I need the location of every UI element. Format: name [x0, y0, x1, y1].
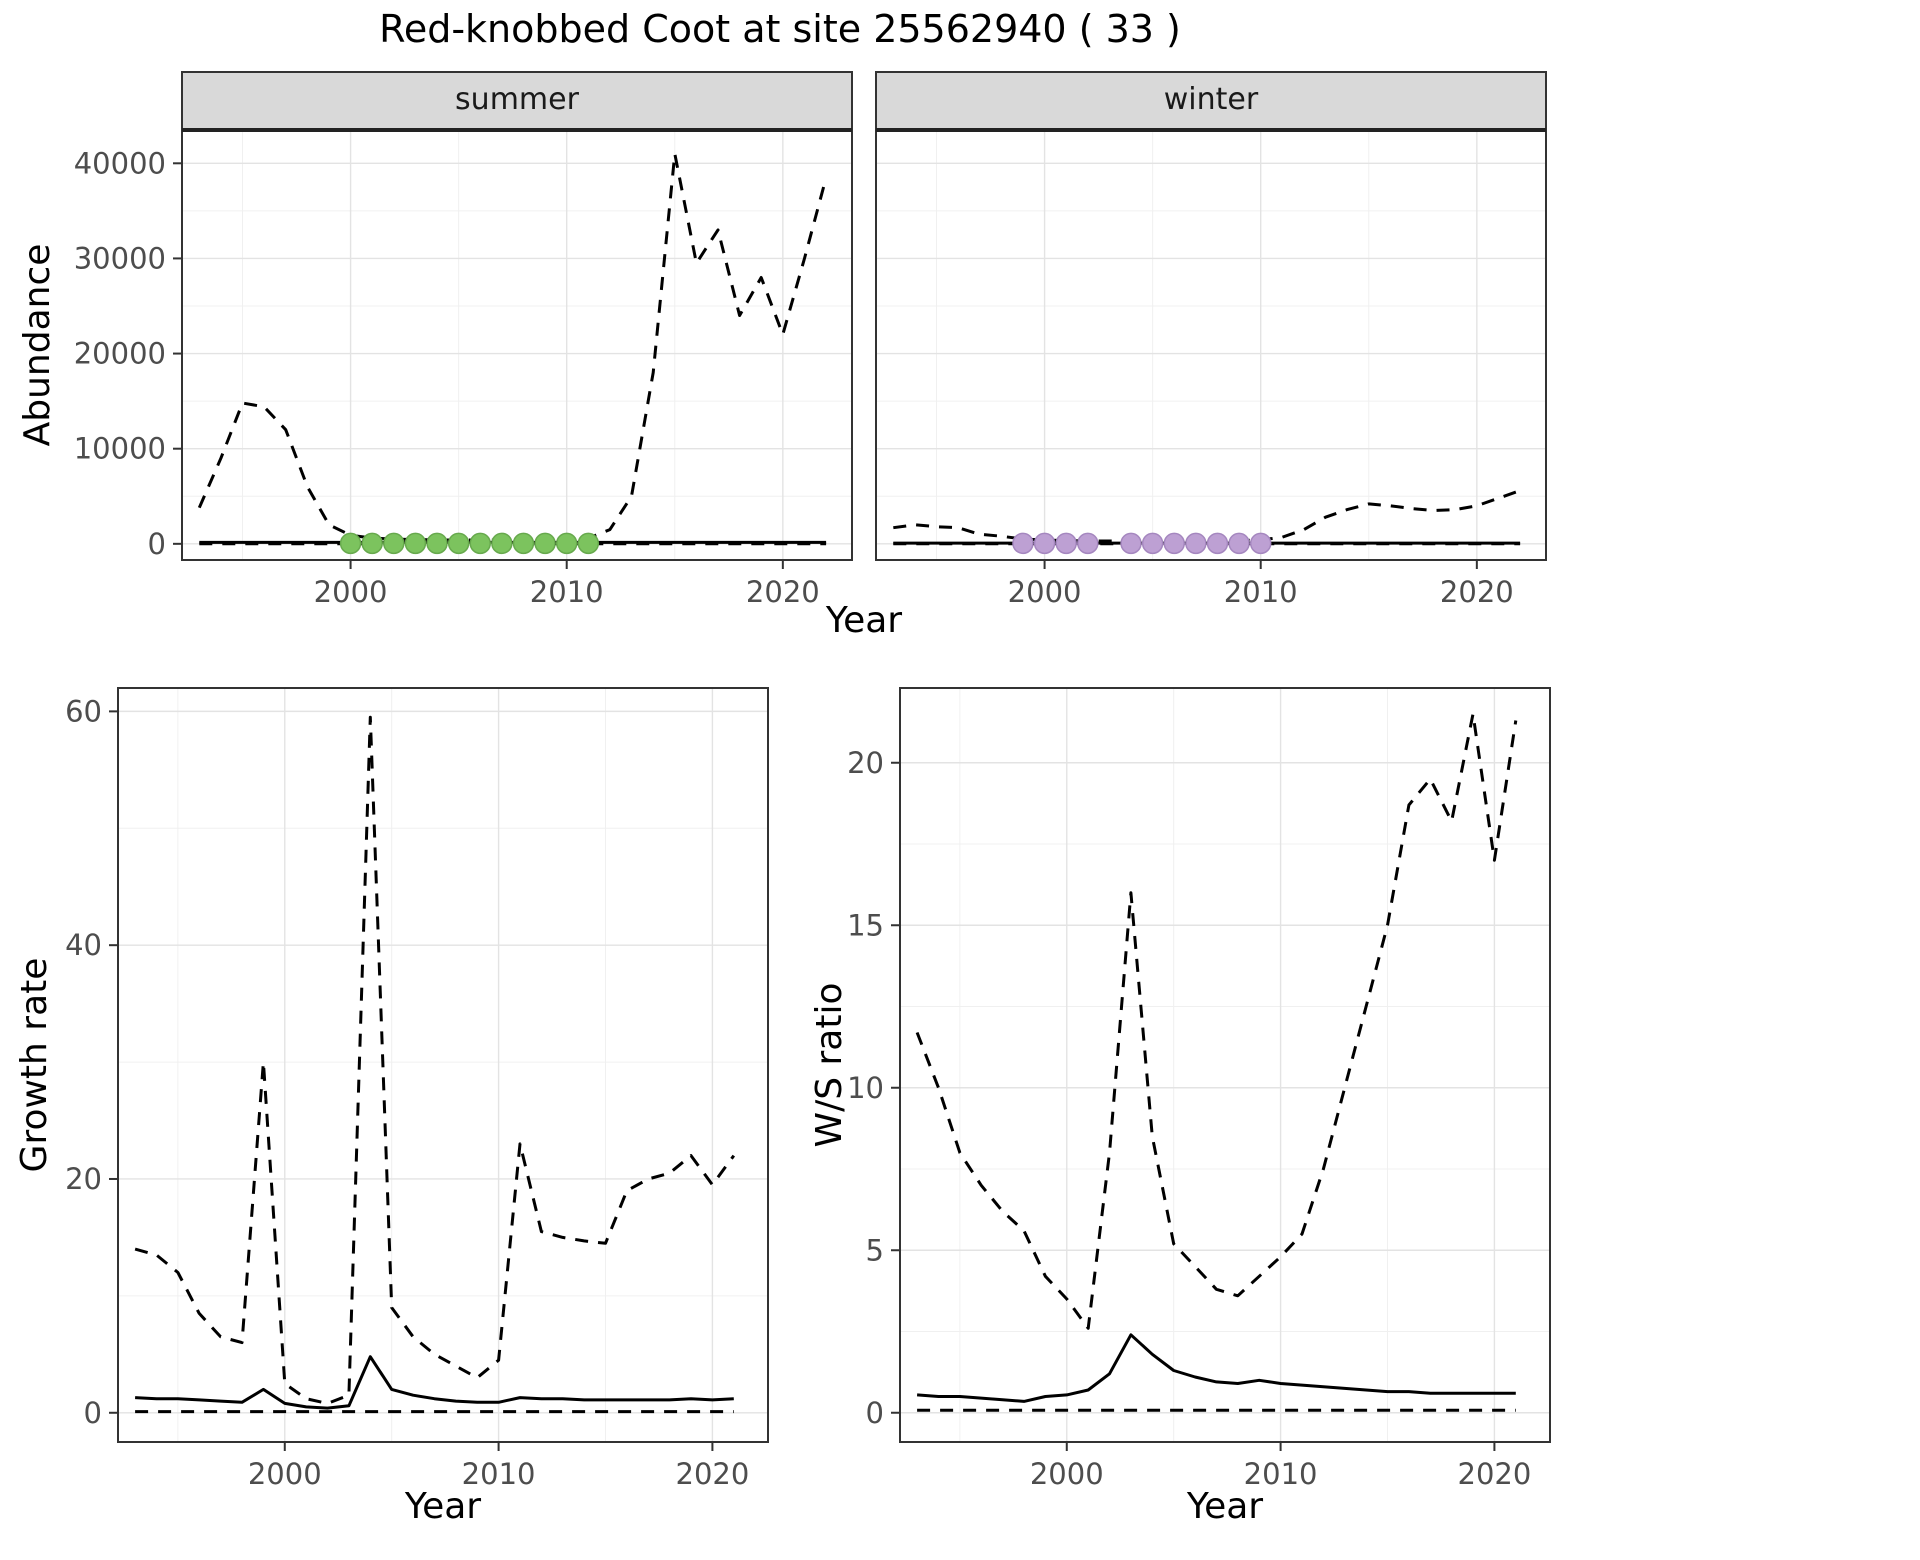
summer-observed-point — [512, 532, 535, 555]
y-tick-label: 10 — [847, 1071, 884, 1105]
chart-title: Red-knobbed Coot at site 25562940 ( 33 ) — [379, 7, 1181, 51]
winter-observed-point — [1163, 532, 1186, 555]
x-axis-title-year-ws: Year — [1186, 1486, 1264, 1527]
x-tick-label: 2010 — [1224, 575, 1298, 609]
abundance-summer-facet-strip — [181, 71, 853, 131]
winter-observed-point — [1228, 532, 1250, 555]
summer-observed-point — [339, 532, 362, 555]
summer-observed-point — [534, 532, 556, 555]
summer-observed-point — [447, 532, 470, 555]
x-tick-label: 2010 — [530, 575, 604, 609]
summer-observed-point — [426, 532, 448, 555]
x-tick-label: 2000 — [248, 1457, 322, 1491]
x-tick-label: 2020 — [1458, 1457, 1532, 1491]
y-tick-label: 20 — [65, 1162, 102, 1196]
summer-observed-point — [491, 532, 513, 555]
x-tick-label: 2000 — [1030, 1457, 1104, 1491]
abundance-winter-upper-ci-line — [893, 489, 1521, 543]
x-tick-label: 2020 — [746, 575, 820, 609]
summer-observed-point — [404, 532, 427, 555]
winter-observed-point — [1141, 532, 1164, 555]
y-tick-label: 15 — [847, 908, 884, 942]
winter-observed-point — [1012, 532, 1034, 555]
x-tick-label: 2010 — [1244, 1457, 1318, 1491]
winter-observed-point — [1077, 532, 1099, 555]
ws-ratio-panel: 2000 2010 2020 0 5 10 15 20 — [847, 687, 1551, 1491]
y-tick-label: 5 — [866, 1233, 884, 1267]
x-tick-label: 2010 — [462, 1457, 536, 1491]
y-tick-label: 40000 — [74, 146, 166, 180]
y-tick-label: 20000 — [74, 337, 166, 371]
growth-rate-panel: 2000 2010 2020 0 20 40 60 — [65, 687, 769, 1491]
summer-observed-point — [361, 532, 383, 555]
winter-observed-point — [1206, 532, 1229, 555]
y-tick-label: 40 — [65, 928, 102, 962]
y-tick-label: 30000 — [74, 241, 166, 275]
x-axis-title-year-top: Year — [825, 600, 903, 641]
winter-observed-point — [1185, 532, 1207, 555]
winter-observed-point — [1033, 532, 1056, 555]
summer-observed-point — [469, 532, 492, 555]
summer-observed-point — [383, 532, 405, 555]
facet-strip-label-winter: winter — [1163, 82, 1259, 117]
abundance-winter-panel: 2000 2010 2020 — [875, 71, 1547, 609]
winter-observed-point — [1055, 532, 1077, 555]
summer-observed-point — [555, 532, 578, 555]
growth-rate-estimate-line — [135, 1355, 734, 1410]
x-tick-label: 2000 — [314, 575, 388, 609]
growth-rate-upper-ci-line — [134, 715, 736, 1405]
x-axis-title-year-growth: Year — [404, 1486, 482, 1527]
y-tick-label: 0 — [148, 527, 166, 561]
abundance-summer-upper-ci-line — [197, 152, 828, 542]
y-tick-label: 20 — [847, 746, 884, 780]
abundance-summer-panel: 2000 2010 2020 0 10000 20000 30000 40000 — [74, 71, 853, 609]
winter-observed-point — [1249, 532, 1272, 555]
x-tick-label: 2020 — [676, 1457, 750, 1491]
y-tick-label: 10000 — [74, 432, 166, 466]
ws-ratio-upper-ci-line — [915, 712, 1518, 1330]
y-axis-title-growth-rate: Growth rate — [14, 957, 55, 1173]
x-tick-label: 2020 — [1440, 575, 1514, 609]
summer-observed-point — [577, 532, 600, 555]
y-tick-label: 0 — [84, 1396, 102, 1430]
y-tick-label: 60 — [65, 694, 102, 728]
y-tick-label: 0 — [866, 1396, 884, 1430]
winter-observed-point — [1120, 532, 1142, 555]
y-axis-title-abundance: Abundance — [17, 243, 58, 447]
y-axis-title-ws-ratio: W/S ratio — [809, 982, 850, 1148]
facet-strip-label-summer: summer — [455, 82, 579, 117]
ws-ratio-estimate-line — [916, 1333, 1516, 1403]
x-tick-label: 2000 — [1008, 575, 1082, 609]
